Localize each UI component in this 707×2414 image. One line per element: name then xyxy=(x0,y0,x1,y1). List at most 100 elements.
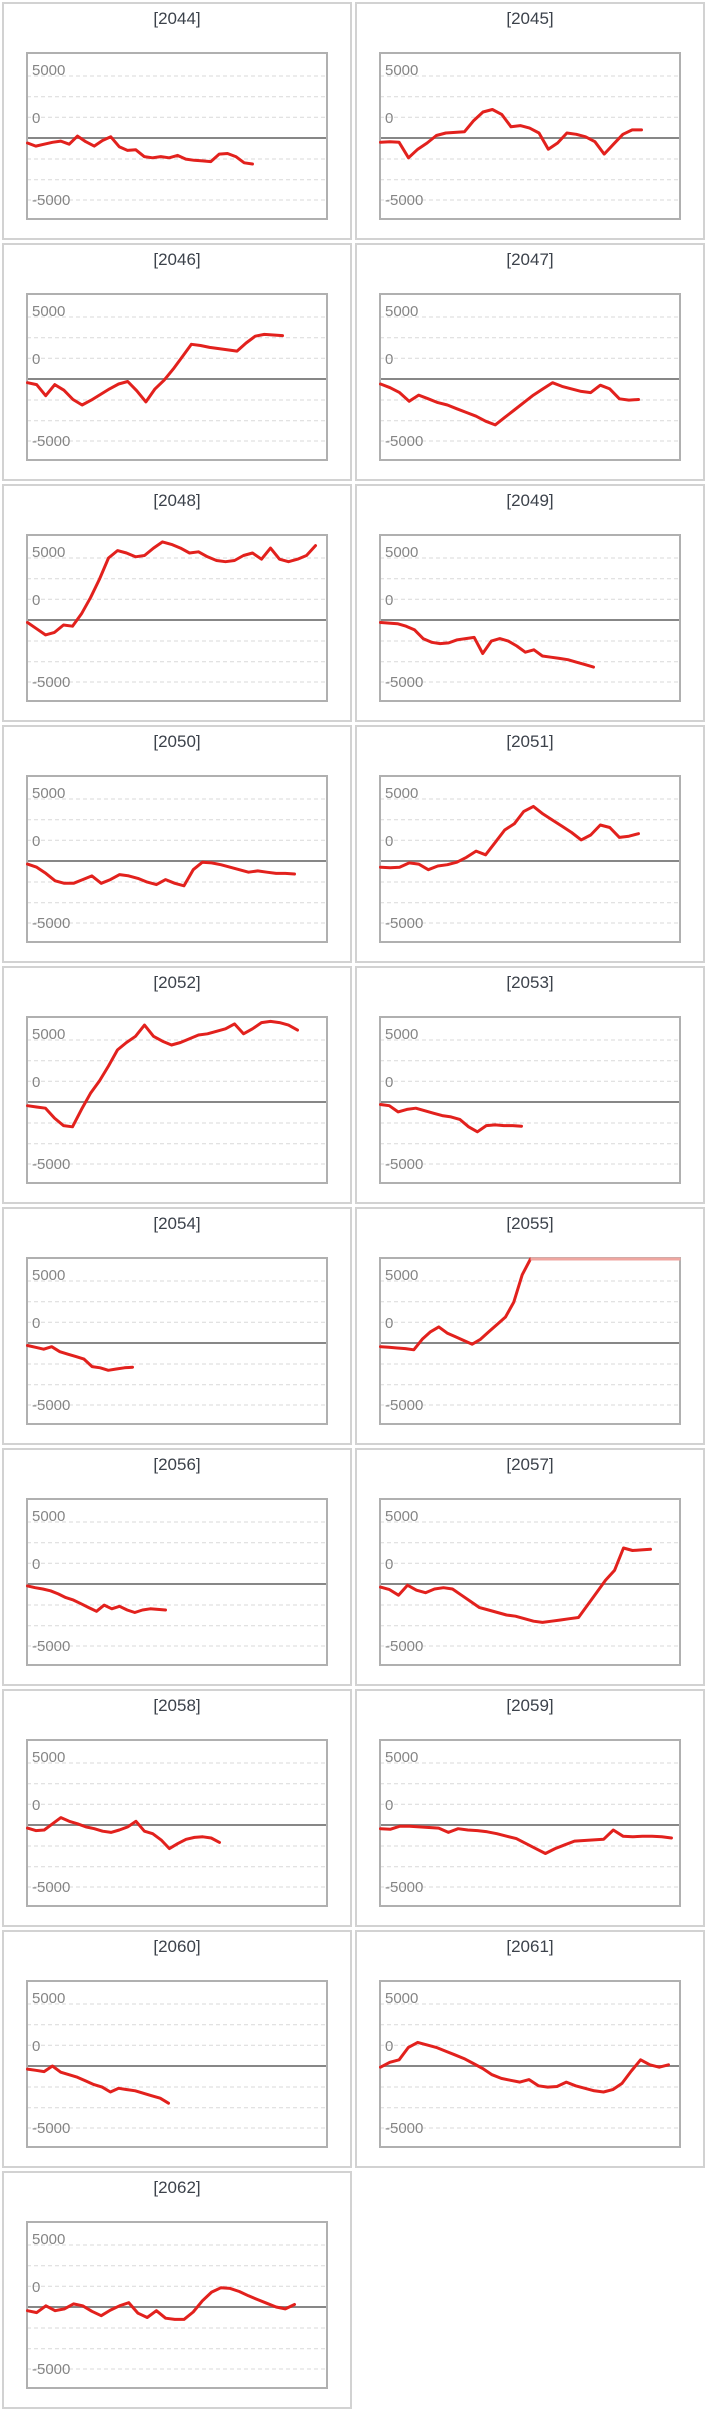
y-axis-label: 5000 xyxy=(32,303,65,320)
y-axis-label: -5000 xyxy=(32,2120,70,2137)
y-axis-label: 5000 xyxy=(385,1749,418,1766)
data-series-line xyxy=(379,1546,652,1624)
data-series-line xyxy=(379,108,643,160)
y-axis-label: 0 xyxy=(385,833,393,850)
y-axis-label: 0 xyxy=(32,2279,40,2296)
chart-title: [2050] xyxy=(153,732,201,751)
chart-card: [2044] 5000 0 -5000 xyxy=(2,2,352,240)
y-axis-label: 5000 xyxy=(32,62,65,79)
chart-card: [2059] 5000 0 -5000 xyxy=(355,1689,705,1927)
y-axis-label: -5000 xyxy=(385,433,423,450)
y-axis-label: -5000 xyxy=(385,1397,423,1414)
y-axis-label: 5000 xyxy=(385,1990,418,2007)
y-axis-label: 5000 xyxy=(385,544,418,561)
y-axis-label: -5000 xyxy=(385,1879,423,1896)
y-axis-label: 0 xyxy=(385,1074,393,1091)
y-axis-label: -5000 xyxy=(385,192,423,209)
chart-card: [2050] 5000 0 -5000 xyxy=(2,725,352,963)
chart-card: [2062] 5000 0 -5000 xyxy=(2,2171,352,2409)
chart-card: [2057] 5000 0 -5000 xyxy=(355,1448,705,1686)
chart-card: [2048] 5000 0 -5000 xyxy=(2,484,352,722)
y-axis-label: 0 xyxy=(32,1556,40,1573)
line-chart-plot: 5000 0 -5000 xyxy=(26,1980,328,2148)
y-axis-label: 5000 xyxy=(32,1990,65,2007)
plot-border xyxy=(379,1980,681,2148)
y-axis-label: 5000 xyxy=(385,1267,418,1284)
y-axis-label: 0 xyxy=(32,1315,40,1332)
plot-border xyxy=(26,1980,328,2148)
chart-title: [2053] xyxy=(506,973,554,992)
y-axis-label: -5000 xyxy=(32,1638,70,1655)
chart-title: [2055] xyxy=(506,1214,554,1233)
y-axis-label: 0 xyxy=(32,833,40,850)
y-axis-label: 5000 xyxy=(32,1749,65,1766)
line-chart-plot: 5000 0 -5000 xyxy=(379,1739,681,1907)
chart-title: [2045] xyxy=(506,9,554,28)
y-axis-label: 0 xyxy=(385,1797,393,1814)
data-series-line xyxy=(379,1103,523,1134)
y-axis-label: 5000 xyxy=(32,2231,65,2248)
chart-title: [2054] xyxy=(153,1214,201,1233)
y-axis-label: 5000 xyxy=(32,785,65,802)
y-axis-label: 0 xyxy=(32,351,40,368)
data-series-line xyxy=(26,1019,299,1129)
plot-border xyxy=(26,775,328,943)
line-chart-plot: 5000 0 -5000 xyxy=(379,775,681,943)
chart-card: [2054] 5000 0 -5000 xyxy=(2,1207,352,1445)
y-axis-label: 0 xyxy=(385,1315,393,1332)
data-series-line xyxy=(379,621,595,669)
y-axis-label: 0 xyxy=(32,2038,40,2055)
line-chart-plot: 5000 0 -5000 xyxy=(379,293,681,461)
line-chart-plot: 5000 0 -5000 xyxy=(26,293,328,461)
plot-border xyxy=(379,1739,681,1907)
plot-border xyxy=(379,293,681,461)
y-axis-label: -5000 xyxy=(385,1638,423,1655)
data-series-line xyxy=(26,1584,167,1614)
data-series-line xyxy=(26,860,296,888)
chart-card: [2049] 5000 0 -5000 xyxy=(355,484,705,722)
line-chart-plot: 5000 0 -5000 xyxy=(26,775,328,943)
y-axis-label: 0 xyxy=(385,110,393,127)
plot-border xyxy=(379,1257,681,1425)
line-chart-plot: 5000 0 -5000 xyxy=(379,1498,681,1666)
y-axis-label: 5000 xyxy=(385,785,418,802)
y-axis-label: -5000 xyxy=(32,1156,70,1173)
chart-title: [2044] xyxy=(153,9,201,28)
chart-card: [2056] 5000 0 -5000 xyxy=(2,1448,352,1686)
plot-border xyxy=(26,52,328,220)
y-axis-label: -5000 xyxy=(32,1397,70,1414)
line-chart-plot: 5000 0 -5000 xyxy=(26,1016,328,1184)
y-axis-label: 5000 xyxy=(32,1267,65,1284)
line-chart-plot: 5000 0 -5000 xyxy=(379,534,681,702)
y-axis-label: 0 xyxy=(32,1797,40,1814)
chart-card: [2046] 5000 0 -5000 xyxy=(2,243,352,481)
chart-title: [2047] xyxy=(506,250,554,269)
y-axis-label: -5000 xyxy=(385,915,423,932)
y-axis-label: 5000 xyxy=(32,544,65,561)
line-chart-plot: 5000 0 -5000 xyxy=(26,1257,328,1425)
plot-border xyxy=(379,1498,681,1666)
chart-card: [2055] 5000 0 -5000 xyxy=(355,1207,705,1445)
y-axis-label: -5000 xyxy=(32,2361,70,2378)
chart-card: [2060] 5000 0 -5000 xyxy=(2,1930,352,2168)
y-axis-label: 5000 xyxy=(385,1026,418,1043)
y-axis-label: -5000 xyxy=(385,674,423,691)
chart-title: [2052] xyxy=(153,973,201,992)
data-series-line xyxy=(379,2040,670,2094)
chart-title: [2059] xyxy=(506,1696,554,1715)
y-axis-label: -5000 xyxy=(32,192,70,209)
line-chart-plot: 5000 0 -5000 xyxy=(26,2221,328,2389)
data-series-line xyxy=(26,540,317,637)
y-axis-label: -5000 xyxy=(32,433,70,450)
chart-title: [2048] xyxy=(153,491,201,510)
data-series-line xyxy=(379,1824,673,1855)
data-series-line xyxy=(26,1816,221,1851)
line-chart-plot: 5000 0 -5000 xyxy=(26,52,328,220)
chart-title: [2046] xyxy=(153,250,201,269)
chart-card: [2058] 5000 0 -5000 xyxy=(2,1689,352,1927)
data-series-line xyxy=(379,381,640,427)
plot-border xyxy=(379,775,681,943)
data-series-line xyxy=(26,134,254,166)
y-axis-label: 0 xyxy=(32,592,40,609)
